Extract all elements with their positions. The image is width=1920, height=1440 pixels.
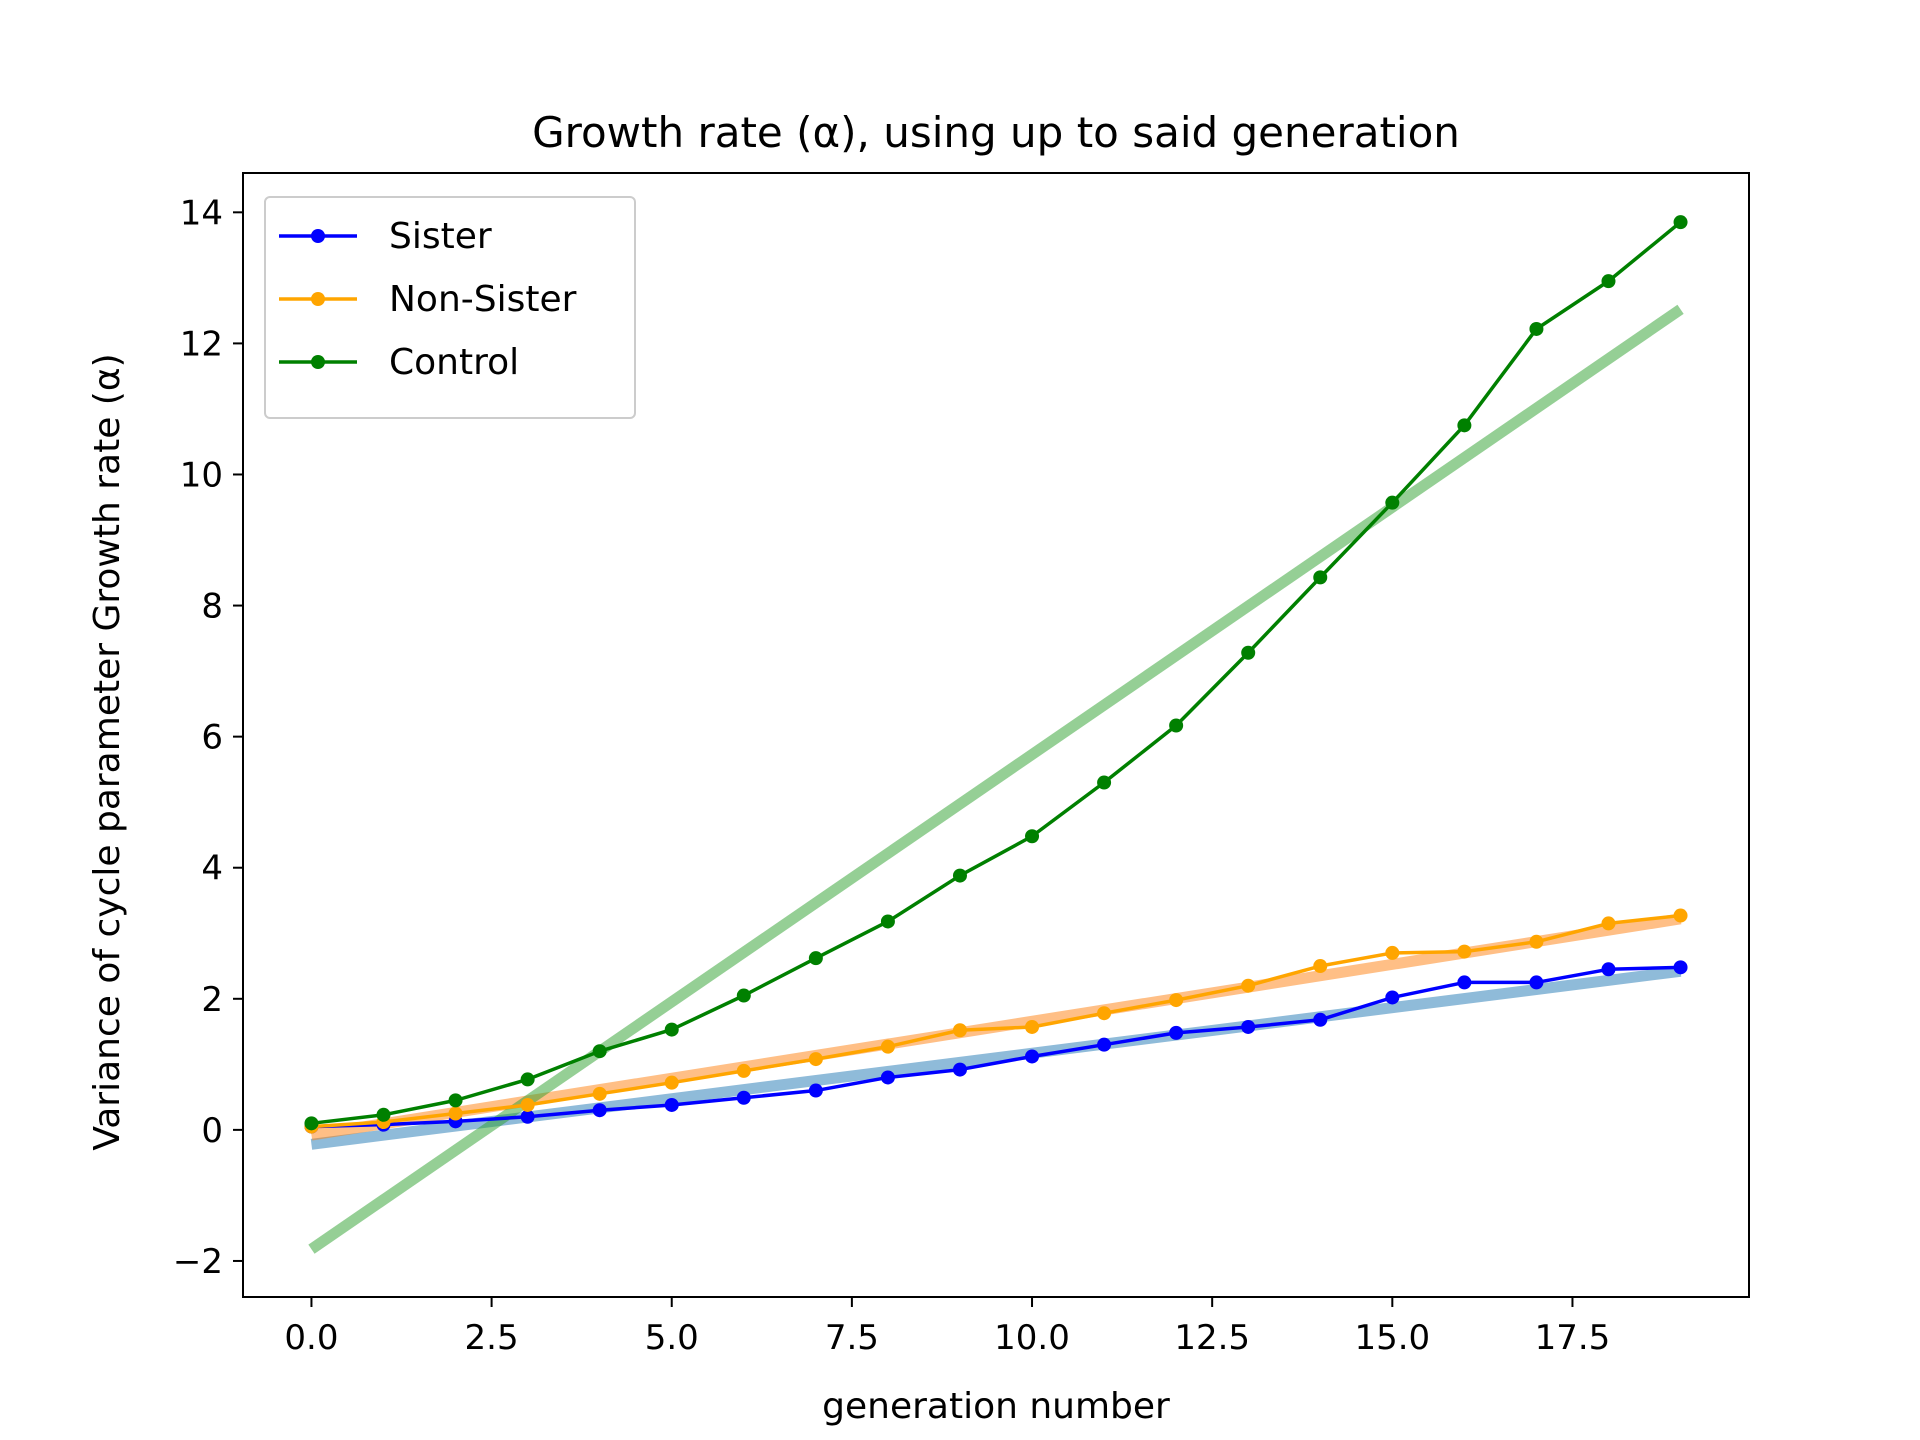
legend-item-non-sister: Non-Sister [279,279,577,320]
data-point-control [1529,321,1544,336]
data-point-control [592,1044,607,1059]
data-point-sister [1025,1049,1040,1064]
data-point-non-sister [1097,1006,1112,1021]
y-tick-label: −2 [173,1242,223,1282]
data-point-non-sister [736,1063,751,1078]
data-point-non-sister [880,1039,895,1054]
data-point-control [1025,829,1040,844]
data-point-control [1241,645,1256,660]
data-point-non-sister [1673,908,1688,923]
data-point-non-sister [1529,934,1544,949]
y-tick-label: 8 [201,587,223,627]
y-tick-label: 10 [180,455,223,495]
data-point-sister [1313,1012,1328,1027]
data-point-control [1457,418,1472,433]
legend-item-control: Control [279,342,519,383]
data-point-control [1601,274,1616,289]
data-point-control [1673,215,1688,230]
y-tick-label: 2 [201,980,223,1020]
data-point-sister [1673,960,1688,975]
x-tick-label: 12.5 [1174,1318,1250,1358]
x-tick-label: 0.0 [284,1318,338,1358]
data-point-control [1313,570,1328,585]
x-tick-label: 10.0 [994,1318,1070,1358]
legend: Sister Non-Sister Control [264,196,636,419]
data-point-non-sister [592,1086,607,1101]
legend-swatch-marker [311,229,325,243]
series-line-non-sister [311,913,1681,1129]
series-layer [304,215,1688,1134]
x-tick-label: 15.0 [1354,1318,1430,1358]
data-point-control [448,1093,463,1108]
data-point-control [1385,495,1400,510]
data-point-non-sister [808,1052,823,1067]
y-tick-label: 6 [201,718,223,758]
legend-swatch-marker [311,292,325,306]
data-point-control [880,914,895,929]
data-point-non-sister [520,1097,535,1112]
data-point-sister [880,1070,895,1085]
legend-swatch-marker [311,355,325,369]
data-point-non-sister [1457,944,1472,959]
x-tick-label: 2.5 [465,1318,519,1358]
data-point-non-sister [952,1023,967,1038]
legend-box [264,196,636,419]
series-line-sister [311,965,1681,1129]
data-point-control [304,1116,319,1131]
x-tick-label: 5.0 [645,1318,699,1358]
data-point-sister [1385,990,1400,1005]
data-point-sister [1529,975,1544,990]
y-tick-label: 0 [201,1111,223,1151]
data-point-non-sister [1385,945,1400,960]
axes-layer: 0.0 2.5 5.0 7.5 10.0 12.5 15.0 17.5 −2 0 2 4 6 8 10 12 1… [173,172,1750,1358]
y-tick-label: 14 [180,193,223,233]
data-point-sister [952,1062,967,1077]
x-tick-label: 17.5 [1535,1318,1611,1358]
data-point-control [736,988,751,1003]
data-point-control [1169,718,1184,733]
data-point-non-sister [664,1075,679,1090]
data-point-control [664,1022,679,1037]
series-line-control [311,220,1682,1126]
data-point-non-sister [1025,1019,1040,1034]
data-point-sister [1457,975,1472,990]
data-point-non-sister [1241,978,1256,993]
series-non-sister [304,908,1688,1134]
data-point-control [1097,775,1112,790]
data-point-control [376,1107,391,1122]
data-point-control [520,1072,535,1087]
data-point-sister [664,1097,679,1112]
fit-line-control [308,304,1684,1254]
data-point-non-sister [448,1106,463,1121]
data-point-sister [520,1109,535,1124]
y-tick-label: 4 [201,849,223,889]
data-point-non-sister [1601,916,1616,931]
chart-title: Growth rate (α), using up to said genera… [532,108,1460,157]
data-point-non-sister [1169,993,1184,1008]
data-point-sister [1241,1019,1256,1034]
data-point-sister [1601,962,1616,977]
x-tick-label: 7.5 [825,1318,879,1358]
data-point-control [808,951,823,966]
data-point-non-sister [1313,959,1328,974]
plot-frame [242,172,1750,1298]
legend-item-sister: Sister [279,216,492,257]
legend-label: Sister [389,216,492,257]
data-point-sister [1169,1025,1184,1040]
x-axis-label: generation number [822,1386,1170,1427]
y-axis-label: Variance of cycle parameter Growth rate … [87,353,128,1150]
data-point-sister [736,1090,751,1105]
series-control [304,215,1688,1131]
legend-label: Control [389,342,519,383]
data-point-control [952,868,967,883]
data-point-sister [592,1103,607,1118]
y-tick-label: 12 [180,324,223,364]
legend-label: Non-Sister [389,279,577,320]
data-point-sister [808,1083,823,1098]
data-point-sister [1097,1037,1112,1052]
